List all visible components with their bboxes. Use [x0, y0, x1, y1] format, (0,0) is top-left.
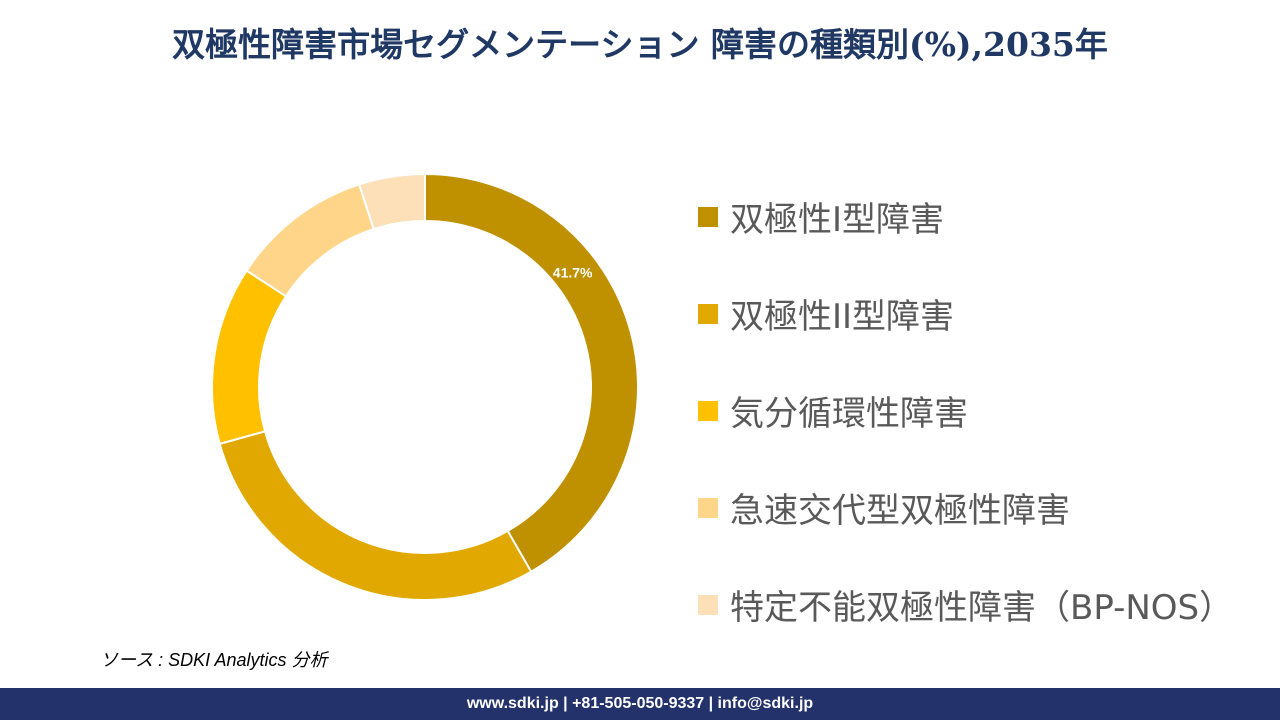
legend-item-4: 急速交代型双極性障害 — [698, 459, 1278, 556]
legend-label-3: 気分循環性障害 — [730, 394, 968, 434]
legend-label-4: 急速交代型双極性障害 — [730, 491, 1070, 531]
donut-slice-3 — [211, 269, 288, 446]
donut-slice-5 — [357, 172, 426, 231]
legend-swatch-3 — [698, 400, 718, 421]
donut-slice-1 — [424, 172, 639, 574]
source-note: ソース : SDKI Analytics 分析 — [100, 650, 328, 670]
contact-footer: www.sdki.jp | +81-505-050-9337 | info@sd… — [0, 688, 1280, 720]
legend-item-3: 気分循環性障害 — [698, 362, 1278, 459]
donut-chart: 41.7% — [211, 172, 639, 601]
chart-legend: 双極性I型障害 双極性II型障害 気分循環性障害急速交代型双極性障害特定不能双極性障… — [698, 168, 1278, 653]
legend-swatch-1 — [698, 206, 718, 227]
legend-item-1: 双極性I型障害 — [698, 168, 1278, 265]
legend-item-2: 双極性II型障害 — [698, 265, 1278, 362]
legend-label-2: 双極性II型障害 — [730, 297, 955, 337]
legend-swatch-4 — [698, 497, 718, 518]
legend-swatch-2 — [698, 303, 718, 324]
legend-label-1: 双極性I型障害 — [730, 200, 945, 240]
donut-slice-2 — [218, 430, 533, 601]
chart-title: 双極性障害市場セグメンテーション 障害の種類別(%),2035年 — [172, 25, 1108, 64]
legend-item-5: 特定不能双極性障害（BP-NOS） — [698, 556, 1278, 653]
legend-label-5: 特定不能双極性障害（BP-NOS） — [730, 588, 1234, 628]
donut-slice-4 — [245, 183, 375, 298]
legend-swatch-5 — [698, 594, 718, 615]
data-label-1: 41.7% — [553, 265, 593, 281]
